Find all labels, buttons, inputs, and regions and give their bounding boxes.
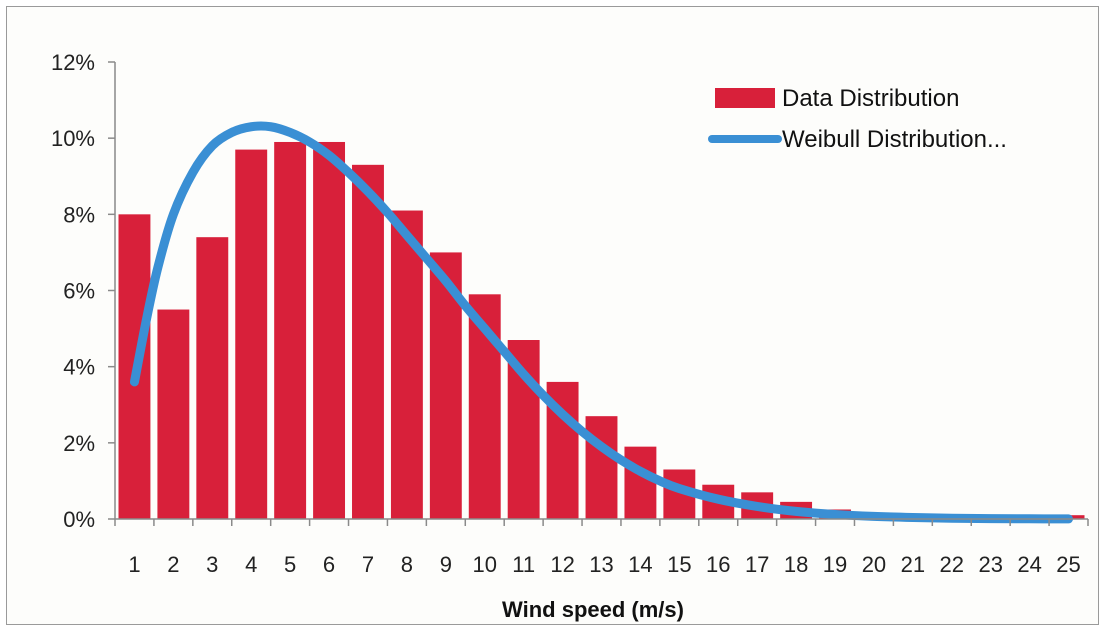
bar-3: [196, 237, 229, 519]
legend-label-weibull: Weibull Distribution...: [782, 126, 1007, 153]
x-tick-label: 10: [472, 552, 496, 577]
x-tick-label: 12: [550, 552, 574, 577]
x-tick-label: 2: [167, 552, 179, 577]
y-tick-label: 12%: [51, 50, 95, 75]
x-tick-label: 18: [784, 552, 808, 577]
x-tick-label: 14: [628, 552, 652, 577]
x-axis: 1 2 3 4 5 6 7 8 9 10 11 12 13 14 15 16 17 18 19 20 21 22 23 24 2…: [114, 518, 1089, 577]
x-tick-label: 17: [745, 552, 769, 577]
bar-7: [352, 164, 384, 519]
x-tick-label: 19: [823, 552, 847, 577]
x-tick-label: 20: [862, 552, 886, 577]
legend-swatch-data: [715, 88, 775, 108]
x-tick-label: 25: [1056, 552, 1080, 577]
x-tick-label: 8: [401, 552, 413, 577]
x-tick-label: 1: [128, 552, 140, 577]
x-tick-label: 24: [1017, 552, 1041, 577]
x-tick-label: 7: [362, 552, 374, 577]
bar-14: [624, 446, 657, 519]
y-tick-label: 10%: [51, 126, 95, 151]
x-tick-label: 16: [706, 552, 730, 577]
weibull-line: [129, 121, 1074, 524]
x-tick-label: 23: [978, 552, 1002, 577]
x-tick-label: 3: [206, 552, 218, 577]
bars: [118, 141, 1085, 520]
x-axis-title: Wind speed (m/s): [502, 597, 684, 622]
bar-2: [157, 309, 190, 519]
bar-13: [585, 416, 618, 519]
weibull-curve: [129, 121, 1074, 524]
x-tick-label: 9: [440, 552, 452, 577]
x-tick-label: 22: [940, 552, 964, 577]
x-tick-label: 5: [284, 552, 296, 577]
x-tick-label: 4: [245, 552, 257, 577]
y-tick-label: 0%: [63, 507, 95, 532]
x-tick-label: 21: [901, 552, 925, 577]
y-tick-label: 8%: [63, 202, 95, 227]
x-tick-label: 15: [667, 552, 691, 577]
legend-label-data: Data Distribution: [782, 85, 959, 112]
bar-5: [274, 141, 307, 519]
bar-8: [390, 210, 423, 519]
bar-4: [235, 149, 268, 519]
x-tick-label: 13: [589, 552, 613, 577]
y-tick-label: 4%: [63, 355, 95, 380]
bar-6: [313, 141, 346, 519]
x-tick-label: 11: [512, 552, 535, 577]
y-axis: 0% 2% 4% 6% 8% 10% 12%: [51, 50, 116, 532]
y-tick-label: 2%: [63, 431, 95, 456]
y-tick-label: 6%: [63, 279, 95, 304]
legend: Data Distribution Weibull Distribution..…: [708, 85, 1007, 153]
x-tick-label: 6: [323, 552, 335, 577]
